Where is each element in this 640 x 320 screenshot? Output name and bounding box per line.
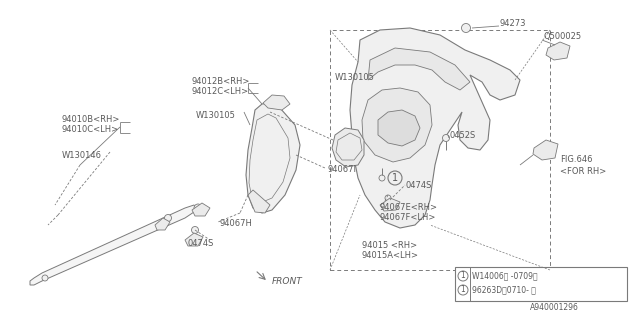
Text: FIG.646: FIG.646 [560,156,593,164]
Polygon shape [380,198,400,211]
Text: W130146: W130146 [62,150,102,159]
Circle shape [385,195,391,201]
Text: 1: 1 [392,173,398,183]
Text: 1: 1 [461,271,465,281]
Circle shape [194,204,202,212]
Polygon shape [263,95,290,110]
Circle shape [164,214,172,221]
Polygon shape [350,28,520,228]
Text: 0474S: 0474S [406,180,433,189]
Text: 1: 1 [461,285,465,294]
Text: W130105: W130105 [335,74,375,83]
Circle shape [42,275,48,281]
Text: 94067F<LH>: 94067F<LH> [380,212,436,221]
Polygon shape [362,88,432,162]
Polygon shape [546,42,570,60]
Text: 94067E<RH>: 94067E<RH> [380,203,438,212]
Polygon shape [192,203,210,216]
Circle shape [379,175,385,181]
Text: FRONT: FRONT [272,277,303,286]
Polygon shape [332,128,364,167]
Polygon shape [378,110,420,146]
Text: 0452S: 0452S [450,131,476,140]
Text: 94067I: 94067I [328,165,357,174]
Bar [330,30,550,270]
Text: W14006（ -0709）: W14006（ -0709） [472,271,538,281]
Text: 0474S: 0474S [188,238,214,247]
Polygon shape [248,190,270,213]
Polygon shape [533,140,558,160]
Polygon shape [368,48,470,90]
Text: W130105: W130105 [196,110,236,119]
Polygon shape [185,233,203,246]
Text: 94015 <RH>: 94015 <RH> [362,241,417,250]
Text: Q500025: Q500025 [543,31,581,41]
Text: 94067H: 94067H [220,220,253,228]
Text: 94012B<RH>: 94012B<RH> [192,77,250,86]
Circle shape [191,227,198,234]
Text: 94273: 94273 [500,19,527,28]
Text: 94010C<LH>: 94010C<LH> [62,125,119,134]
Polygon shape [30,205,196,285]
Polygon shape [155,218,170,230]
Bar [455,267,627,301]
Polygon shape [246,103,300,213]
Text: 96263D（0710- ）: 96263D（0710- ） [472,285,536,294]
Circle shape [442,134,449,141]
Text: 94015A<LH>: 94015A<LH> [362,251,419,260]
Text: A940001296: A940001296 [530,303,579,313]
Text: <FOR RH>: <FOR RH> [560,167,606,177]
Circle shape [461,23,470,33]
Text: 94012C<LH>: 94012C<LH> [192,87,249,97]
Text: 94010B<RH>: 94010B<RH> [62,116,120,124]
